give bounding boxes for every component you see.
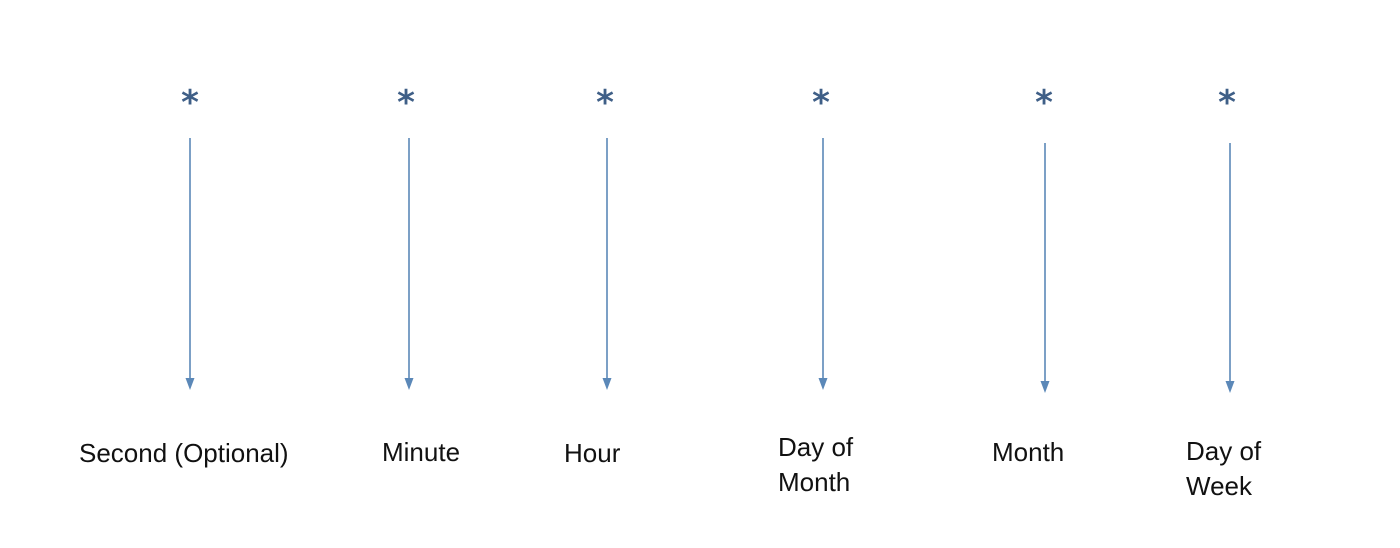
asterisk-symbol: * xyxy=(596,83,614,123)
asterisk-symbol: * xyxy=(181,83,199,123)
field-label: Minute xyxy=(382,435,460,470)
down-arrow-icon xyxy=(1224,143,1236,393)
down-arrow-icon xyxy=(817,138,829,390)
field-label: Day of Week xyxy=(1186,434,1261,504)
field-hour: * Hour xyxy=(564,0,620,548)
field-minute: * Minute xyxy=(382,0,460,548)
down-arrow-icon xyxy=(1039,143,1051,393)
field-label-line: Hour xyxy=(564,438,621,468)
down-arrow-icon xyxy=(403,138,415,390)
down-arrow-icon xyxy=(601,138,613,390)
field-label: Day of Month xyxy=(778,430,853,500)
field-month: * Month xyxy=(992,0,1064,548)
field-label-line: Week xyxy=(1186,471,1252,501)
asterisk-symbol: * xyxy=(1218,83,1236,123)
field-label-line: Month xyxy=(992,437,1065,467)
field-day-of-month: * Day of Month xyxy=(778,0,853,548)
field-day-of-week: * Day of Week xyxy=(1186,0,1261,548)
field-label-line: Minute xyxy=(382,437,461,467)
field-label-line: Month xyxy=(778,467,851,497)
down-arrow-icon xyxy=(184,138,196,390)
field-second: * Second (Optional) xyxy=(79,0,289,548)
field-label-line: Day of xyxy=(778,432,854,462)
asterisk-symbol: * xyxy=(1035,83,1053,123)
asterisk-symbol: * xyxy=(812,83,830,123)
field-label: Second (Optional) xyxy=(79,436,289,471)
asterisk-symbol: * xyxy=(397,83,415,123)
field-label: Month xyxy=(992,435,1064,470)
field-label: Hour xyxy=(564,436,620,471)
field-label-line: Day of xyxy=(1186,436,1262,466)
field-label-line: Second (Optional) xyxy=(79,438,289,468)
